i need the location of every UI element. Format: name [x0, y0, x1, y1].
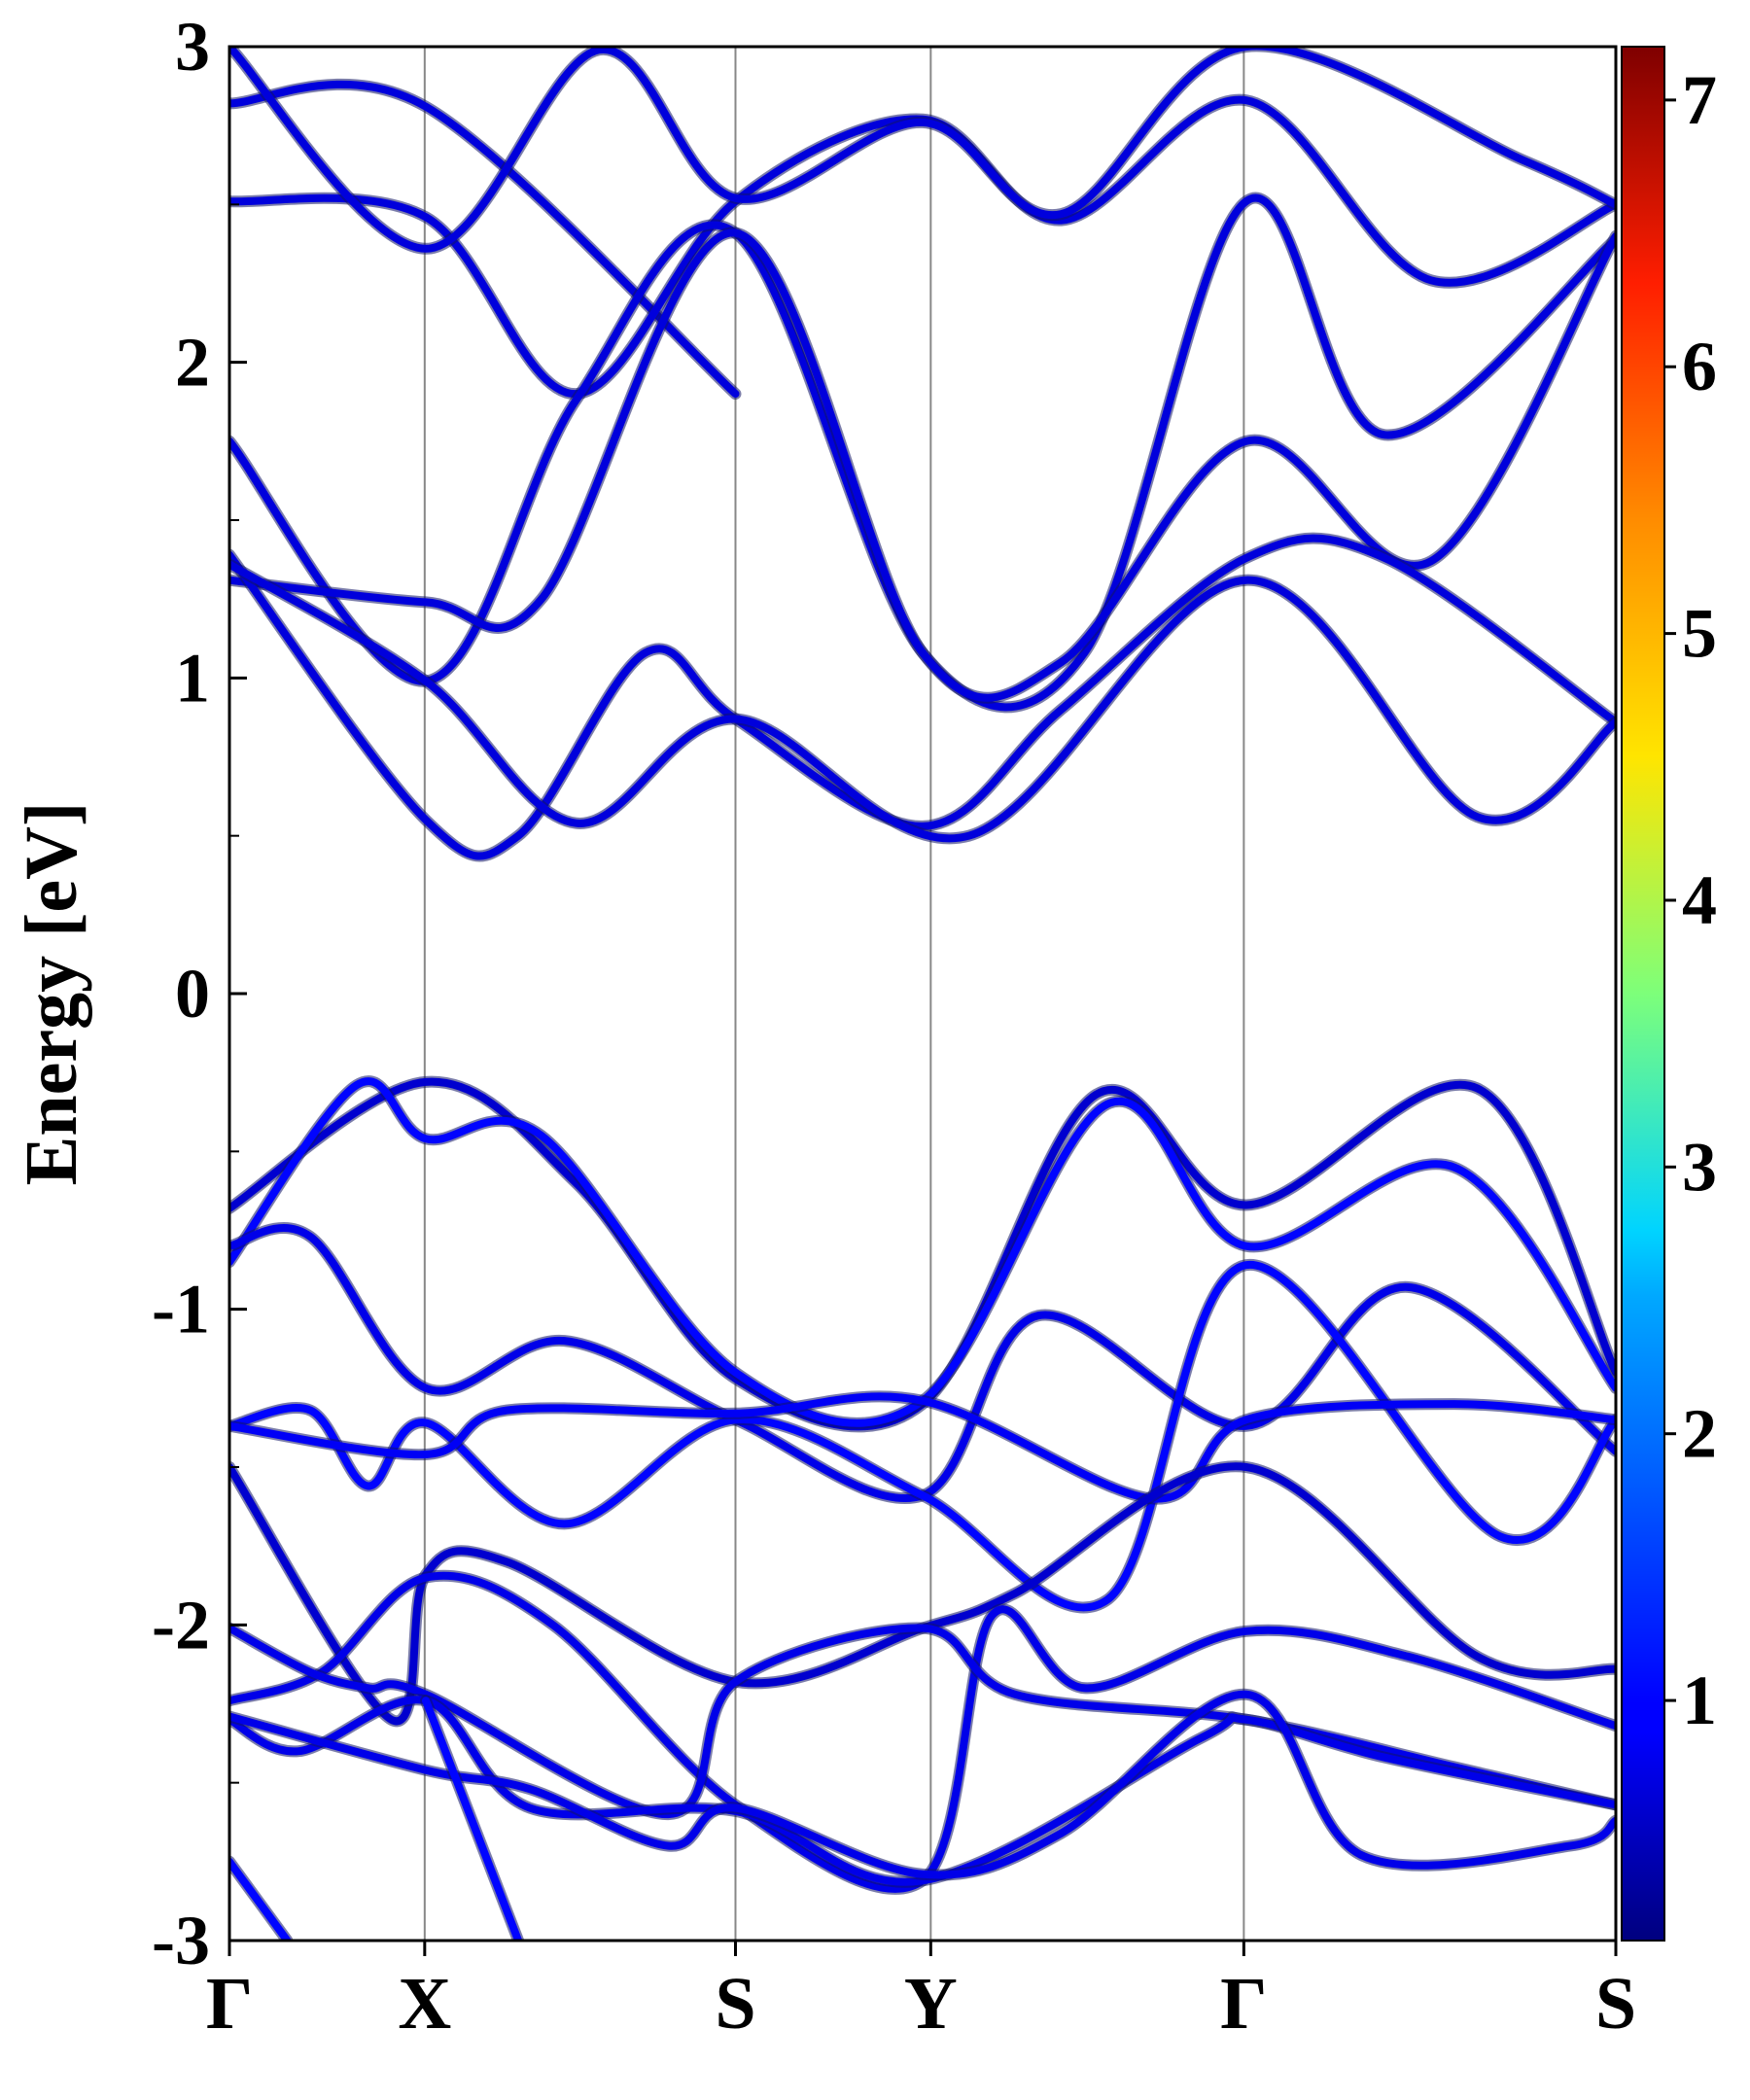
band-line	[229, 1462, 1616, 1726]
colorbar-gradient	[1621, 46, 1665, 1942]
band-line	[422, 1697, 523, 1941]
x-tick-label: Y	[904, 1963, 958, 2045]
colorbar-tick-label: 5	[1682, 595, 1717, 673]
band-line	[229, 1690, 1616, 1879]
band-line	[229, 1392, 1616, 1503]
band-lines	[229, 47, 1616, 1941]
band-line	[229, 1261, 1616, 1612]
x-tick-label: Γ	[1220, 1963, 1267, 2045]
colorbar-tick-label: 4	[1682, 861, 1717, 939]
y-tick-label: -1	[152, 1271, 210, 1348]
band-line	[229, 1857, 292, 1941]
band-line-shadow	[229, 78, 742, 401]
plot-area	[228, 45, 1618, 1942]
colorbar-tick-label: 3	[1682, 1128, 1717, 1206]
high-symmetry-lines	[423, 47, 1245, 1941]
band-line	[229, 1571, 1616, 1893]
y-tick-label: 0	[175, 955, 210, 1032]
x-tick-label: S	[1595, 1963, 1636, 2045]
colorbar-ticks: 1 2 3 4 5 6 7	[1664, 61, 1717, 1739]
colorbar-tick-label: 6	[1682, 328, 1717, 405]
colorbar-tick-label: 2	[1682, 1395, 1717, 1473]
band-line-shadow	[229, 1390, 1616, 1505]
band-line	[229, 1077, 1616, 1431]
band-line	[229, 560, 1616, 843]
band-line	[229, 228, 1616, 702]
colorbar: 1 2 3 4 5 6 7	[1621, 46, 1717, 1942]
y-axis: -3 -2 -1 0 1 2 3	[152, 8, 247, 1979]
band-line	[229, 1696, 1616, 1886]
band-line-shadow	[229, 1075, 1616, 1429]
y-tick-label: -3	[152, 1902, 210, 1979]
y-tick-label: 1	[175, 639, 210, 717]
band-line	[229, 1077, 1616, 1427]
colorbar-tick-label: 1	[1682, 1662, 1717, 1739]
band-line-shadow	[229, 227, 1616, 704]
band-line	[229, 534, 1616, 860]
x-tick-label: S	[715, 1963, 755, 2045]
band-line	[229, 80, 740, 399]
colorbar-tick-label: 7	[1682, 61, 1717, 139]
y-tick-label: 3	[175, 8, 210, 86]
x-tick-label: X	[398, 1963, 451, 2045]
band-line	[229, 1624, 1616, 1819]
y-tick-label: 2	[175, 324, 210, 402]
x-tick-label: Γ	[206, 1963, 253, 2045]
y-axis-label: Energy [eV]	[11, 802, 92, 1186]
y-tick-label: -2	[152, 1586, 210, 1663]
band-line-shadow	[229, 1075, 1616, 1433]
band-line	[229, 1223, 1616, 1503]
band-line	[229, 47, 1616, 253]
